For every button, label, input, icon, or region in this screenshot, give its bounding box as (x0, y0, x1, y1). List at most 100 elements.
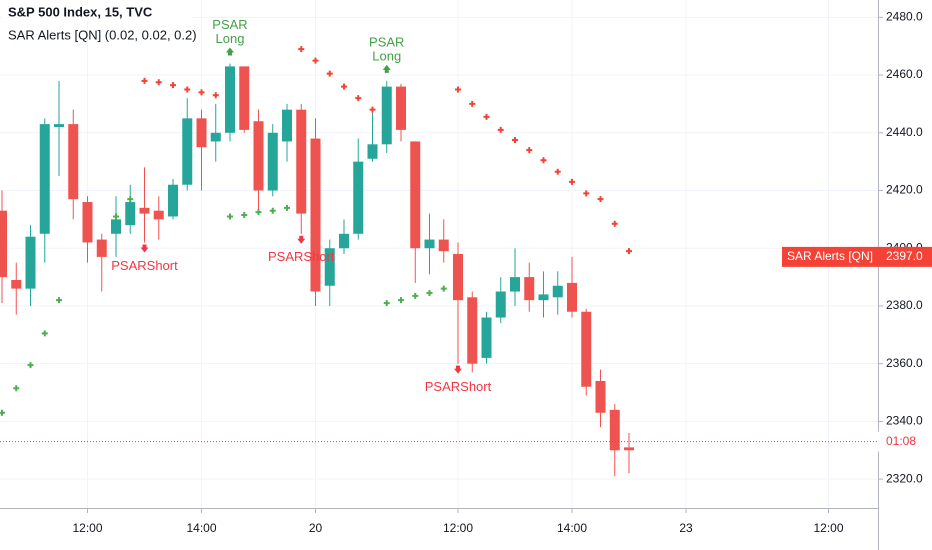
psar-point (469, 100, 476, 107)
psar-point (540, 157, 547, 164)
psar-point (113, 213, 119, 220)
candle-body (595, 381, 606, 413)
x-tick-label: 12:00 (813, 521, 843, 535)
signal-label: PSAR (212, 17, 247, 32)
candle-body (495, 291, 506, 318)
psar-point (355, 95, 362, 102)
psar-point (284, 204, 290, 211)
candle-body (239, 66, 250, 130)
psar-point (440, 285, 447, 292)
candle-body (410, 141, 421, 249)
price-label: 01:08 (886, 434, 916, 448)
candle-body (367, 144, 378, 159)
candle-body (225, 66, 235, 133)
y-tick-label: 2440.0 (886, 125, 923, 139)
candle-body (96, 239, 107, 257)
last-value-label: 2397.0 (886, 249, 923, 263)
legend-bg (2, 3, 192, 21)
candle-body (153, 210, 164, 220)
candle-body (54, 124, 64, 127)
plot (0, 46, 634, 477)
x-tick-label: 12:00 (443, 521, 473, 535)
x-tick-label: 14:00 (186, 521, 216, 535)
signal-arrow (297, 235, 306, 244)
signal-arrow (140, 244, 149, 253)
candle-body (168, 184, 178, 217)
candle-body (310, 138, 321, 292)
x-tick-label: 20 (309, 521, 323, 535)
psar-point (255, 209, 262, 216)
candle-body (324, 248, 335, 286)
signal-label: PSARShort (268, 249, 335, 264)
candle-body (267, 132, 278, 191)
candle-body (111, 219, 121, 234)
psar-point (341, 83, 347, 90)
candle-body (353, 161, 364, 234)
psar-point (383, 300, 390, 307)
psar-point (611, 220, 618, 227)
y-tick-label: 2340.0 (886, 414, 923, 428)
psar-point (13, 385, 20, 392)
candle-body (11, 279, 22, 289)
psar-point (212, 92, 219, 99)
x-tick-label: 23 (679, 521, 693, 535)
psar-point (27, 362, 34, 369)
candle-body (39, 124, 50, 234)
psar-point (241, 212, 248, 219)
candle-body (424, 239, 435, 249)
psar-point (626, 248, 632, 255)
candle-body (524, 277, 535, 301)
psar-point (455, 86, 461, 93)
candle-body (609, 409, 620, 451)
psar-point (184, 86, 191, 93)
signal-label: Long (216, 31, 245, 46)
psar-point (526, 147, 533, 154)
candle-body (210, 132, 221, 142)
psar-point (41, 330, 48, 337)
signal-arrow (226, 47, 234, 56)
candle-body (538, 294, 549, 301)
psar-point (398, 297, 404, 304)
candle-body (438, 239, 449, 252)
x-tick-label: 12:00 (72, 521, 102, 535)
psar-point (554, 168, 561, 175)
psar-point (497, 126, 504, 133)
candle-body (196, 118, 207, 148)
psar-point (326, 70, 333, 77)
candle-body (624, 447, 634, 451)
psar-point (412, 292, 419, 299)
psar-point (597, 196, 604, 203)
y-tick-label: 2460.0 (886, 67, 923, 81)
signal-label: PSARShort (111, 258, 178, 273)
chart-title: S&P 500 Index, 15, TVC (8, 4, 153, 19)
psar-point (569, 178, 575, 185)
psar-point (227, 213, 233, 220)
indicator-legend[interactable]: SAR Alerts [QN] (0.02, 0.02, 0.2) (8, 27, 197, 42)
psar-point (127, 196, 134, 203)
signal-arrow (382, 64, 391, 73)
psar-point (369, 106, 376, 113)
candle-body (0, 210, 7, 278)
candle-body (139, 207, 150, 214)
signal-arrow (454, 365, 462, 374)
candle-body (581, 311, 592, 387)
candle-body (253, 121, 264, 191)
psar-point (170, 82, 176, 89)
signal-label: PSARShort (425, 379, 492, 394)
y-tick-label: 2480.0 (886, 9, 923, 23)
y-tick-label: 2320.0 (886, 471, 923, 485)
x-tick-label: 14:00 (557, 521, 587, 535)
psar-point (141, 77, 148, 84)
y-tick-label: 2380.0 (886, 298, 923, 312)
series-name: SAR Alerts [QN] (787, 249, 873, 263)
signal-label: PSAR (369, 34, 404, 49)
psar-point (198, 89, 205, 96)
candle-body (481, 317, 492, 358)
candle-body (125, 202, 136, 226)
candle-body (396, 86, 406, 130)
price-label-bg (878, 431, 932, 452)
candle-body (296, 109, 307, 214)
